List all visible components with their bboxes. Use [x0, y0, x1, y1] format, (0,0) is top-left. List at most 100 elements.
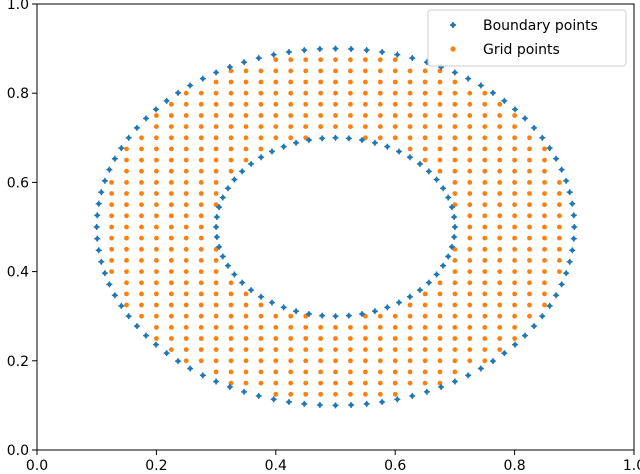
grid-point [258, 146, 264, 152]
boundary-point [363, 47, 370, 54]
grid-point [243, 146, 249, 152]
grid-point [348, 124, 353, 129]
grid-point [154, 157, 159, 163]
grid-point [542, 269, 547, 274]
grid-point [124, 235, 129, 241]
grid-point [198, 124, 204, 129]
grid-point [228, 90, 234, 96]
grid-point [154, 224, 159, 230]
grid-point [183, 202, 189, 208]
grid-point [497, 347, 503, 352]
grid-point [482, 347, 488, 352]
grid-point [109, 224, 114, 230]
grid-point [407, 135, 413, 141]
grid-point [213, 258, 219, 263]
grid-point [377, 325, 383, 330]
grid-point [348, 336, 353, 341]
x-tick-label: 1.0 [623, 458, 640, 474]
grid-point [527, 191, 532, 196]
grid-point [243, 358, 249, 364]
grid-point [168, 180, 174, 185]
grid-point [392, 113, 398, 118]
grid-point [183, 113, 189, 118]
grid-point [363, 336, 368, 341]
boundary-point [379, 398, 386, 405]
grid-point [213, 157, 219, 163]
boundary-point [477, 82, 484, 89]
grid-point [452, 358, 458, 364]
grid-point [228, 168, 234, 174]
grid-point [512, 291, 517, 297]
boundary-point [268, 148, 275, 155]
boundary-point [258, 293, 265, 300]
grid-point [288, 124, 294, 129]
grid-point [377, 57, 383, 63]
grid-point [258, 313, 264, 319]
grid-point [124, 302, 129, 308]
boundary-point [239, 168, 246, 175]
grid-point [288, 101, 294, 107]
grid-point [512, 113, 517, 118]
grid-point [139, 313, 144, 319]
grid-point [303, 68, 309, 74]
grid-point [139, 146, 144, 152]
boundary-point [512, 106, 519, 113]
grid-point [243, 157, 249, 163]
grid-point [497, 202, 503, 208]
grid-point [139, 180, 144, 185]
boundary-point [106, 281, 113, 288]
boundary-point [255, 55, 262, 62]
boundary-point [285, 398, 292, 405]
x-tick-label: 0.4 [265, 458, 287, 474]
grid-point [452, 135, 458, 141]
boundary-point [258, 154, 265, 161]
grid-point [363, 68, 368, 74]
grid-point [124, 291, 129, 297]
boundary-point [125, 313, 132, 320]
boundary-point [285, 49, 292, 56]
grid-point [467, 347, 473, 352]
boundary-point [571, 224, 578, 230]
boundary-point [125, 134, 132, 141]
grid-point [422, 325, 428, 330]
grid-point [139, 191, 144, 196]
boundary-point [270, 51, 277, 58]
grid-point [512, 336, 517, 341]
x-tick-label: 0.8 [503, 458, 525, 474]
grid-point [243, 336, 249, 341]
grid-point [407, 358, 413, 364]
grid-point [452, 191, 458, 196]
grid-point [437, 336, 443, 341]
grid-point [482, 280, 488, 286]
boundary-point [566, 189, 573, 196]
grid-point [228, 302, 234, 308]
boundary-point [521, 115, 528, 122]
boundary-point [101, 270, 108, 277]
grid-point [243, 369, 249, 375]
grid-point [407, 146, 413, 152]
grid-point [527, 224, 532, 230]
boundary-point [501, 350, 508, 357]
boundary-point [316, 402, 323, 409]
grid-point [392, 124, 398, 129]
grid-point [243, 291, 249, 297]
grid-point [512, 313, 517, 319]
grid-point [527, 302, 532, 308]
grid-point [437, 146, 443, 152]
grid-point [213, 246, 219, 252]
grid-point [422, 101, 428, 107]
grid-point [258, 124, 264, 129]
grid-point [497, 224, 503, 230]
boundary-point [465, 75, 472, 82]
grid-point [348, 90, 353, 96]
grid-point [288, 313, 294, 319]
grid-point [139, 224, 144, 230]
grid-point [422, 302, 428, 308]
grid-point [139, 168, 144, 174]
grid-point [168, 101, 174, 107]
grid-point [557, 202, 562, 208]
grid-point [437, 79, 443, 85]
grid-point [497, 235, 503, 241]
grid-point [422, 124, 428, 129]
grid-point [437, 369, 443, 375]
